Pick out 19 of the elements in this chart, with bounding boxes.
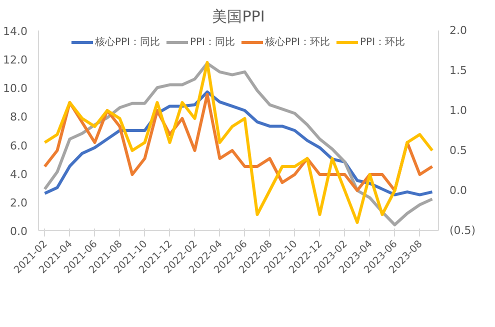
y-tick-label: 0.0 [10,225,28,238]
y2-tick-label: 0.5 [450,144,467,157]
legend-label: PPI：同比 [190,36,235,49]
y-tick-label: 6.0 [10,139,28,152]
y2-tick-label: 1.0 [450,104,467,117]
y2-tick-label: (0.5) [450,224,476,237]
y-tick-label: 14.0 [3,25,28,38]
legend-label: 核心PPI：环比 [265,36,330,49]
chart-title: 美国PPI [212,8,265,26]
y-tick-label: 4.0 [10,168,28,181]
y2-tick-label: 2.0 [450,24,467,37]
y2-tick-label: 1.5 [450,64,467,77]
y-tick-label: 8.0 [10,110,28,124]
y2-tick-label: 0.0 [450,184,467,197]
y-tick-label: 2.0 [10,196,28,210]
legend-label: PPI：环比 [360,36,406,49]
y-tick-label: 12.0 [3,54,28,67]
y-tick-label: 10.0 [3,82,28,96]
legend-label: 核心PPI：同比 [94,36,160,49]
